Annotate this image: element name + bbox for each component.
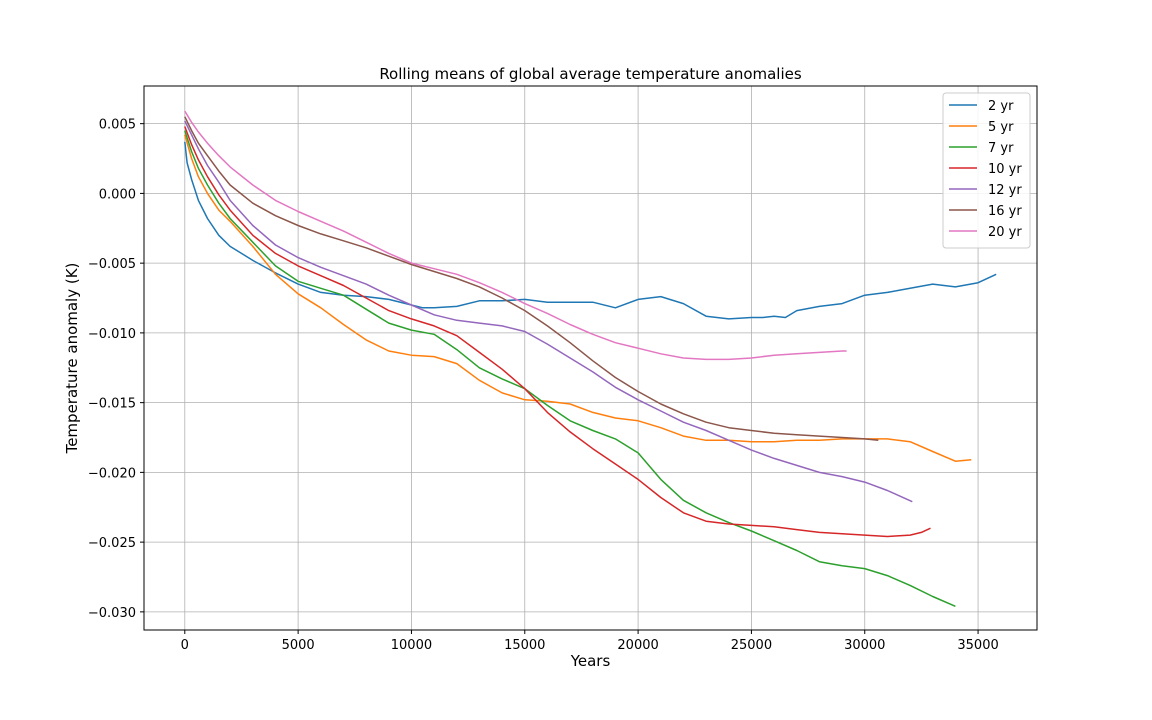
legend-label: 10 yr bbox=[988, 162, 1022, 177]
y-axis-label: Temperature anomaly (K) bbox=[63, 263, 81, 455]
legend-label: 12 yr bbox=[988, 183, 1022, 198]
series-line-6 bbox=[184, 116, 879, 442]
series-line-4 bbox=[184, 126, 931, 538]
grid bbox=[144, 86, 1037, 630]
plot-area-frame bbox=[143, 85, 1038, 631]
legend: 2 yr 5 yr 7 yr 10 yr 12 yr 16 yr 20 yr bbox=[942, 92, 1031, 249]
y-tick-label: −0.020 bbox=[88, 466, 136, 481]
series-lines bbox=[184, 110, 997, 607]
legend-label: 16 yr bbox=[988, 204, 1022, 219]
series-line-3 bbox=[184, 130, 956, 607]
series-line-1 bbox=[184, 141, 997, 320]
legend-label: 7 yr bbox=[988, 141, 1014, 156]
y-tick-label: −0.005 bbox=[88, 257, 136, 272]
chart-title: Rolling means of global average temperat… bbox=[379, 65, 802, 83]
y-tick-label: 0.000 bbox=[99, 187, 136, 202]
x-axis-ticks: 0 5000 10000 15000 20000 25000 30000 35000 bbox=[181, 630, 999, 653]
legend-label: 5 yr bbox=[988, 120, 1014, 135]
x-tick-label: 10000 bbox=[391, 638, 432, 653]
series-line-2 bbox=[184, 134, 972, 462]
x-axis-label: Years bbox=[570, 652, 611, 670]
x-tick-label: 20000 bbox=[617, 638, 658, 653]
legend-label: 2 yr bbox=[988, 99, 1014, 114]
y-tick-label: 0.005 bbox=[99, 118, 136, 133]
series-line-7 bbox=[184, 110, 847, 361]
series-line-5 bbox=[184, 120, 913, 503]
x-tick-label: 15000 bbox=[504, 638, 545, 653]
x-tick-label: 25000 bbox=[731, 638, 772, 653]
y-tick-label: −0.025 bbox=[88, 536, 136, 551]
legend-label: 20 yr bbox=[988, 225, 1022, 240]
x-tick-label: 35000 bbox=[957, 638, 998, 653]
x-tick-label: 5000 bbox=[282, 638, 315, 653]
x-tick-label: 0 bbox=[181, 638, 189, 653]
x-tick-label: 30000 bbox=[844, 638, 885, 653]
y-tick-label: −0.015 bbox=[88, 397, 136, 412]
y-tick-label: −0.030 bbox=[88, 606, 136, 621]
y-axis-ticks: 0.005 0.000 −0.005 −0.010 −0.015 −0.020 −0.025… bbox=[88, 118, 144, 621]
y-tick-label: −0.010 bbox=[88, 327, 136, 342]
